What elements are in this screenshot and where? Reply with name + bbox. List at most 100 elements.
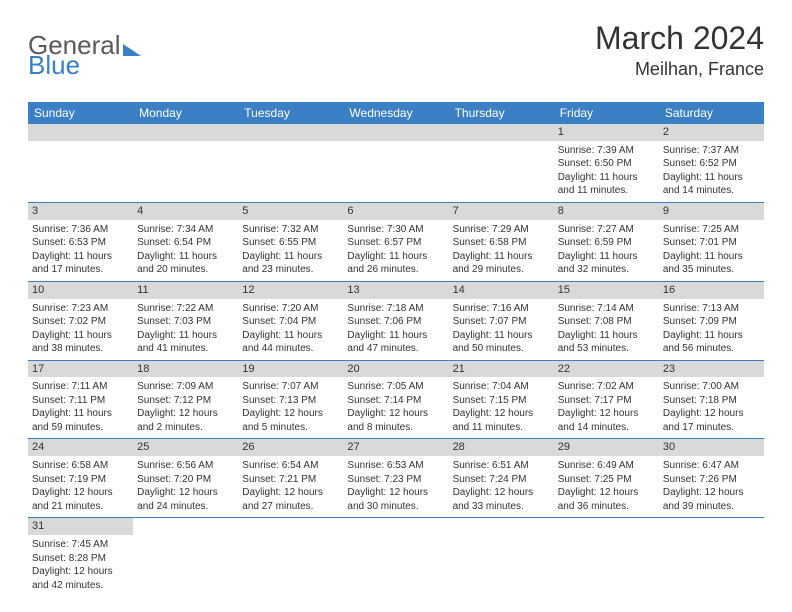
day-number-strip [133, 124, 238, 141]
detail-line: and 47 minutes. [347, 342, 444, 356]
detail-line: Daylight: 11 hours [558, 329, 655, 343]
detail-line: Daylight: 12 hours [558, 486, 655, 500]
day-details: Sunrise: 7:45 AMSunset: 8:28 PMDaylight:… [32, 537, 129, 592]
calendar-day: 21Sunrise: 7:04 AMSunset: 7:15 PMDayligh… [449, 360, 554, 439]
day-number: 7 [449, 203, 554, 220]
detail-line: Daylight: 11 hours [558, 250, 655, 264]
day-number: 24 [28, 439, 133, 456]
day-number: 18 [133, 361, 238, 378]
detail-line: Sunrise: 7:39 AM [558, 144, 655, 158]
calendar-day: 18Sunrise: 7:09 AMSunset: 7:12 PMDayligh… [133, 360, 238, 439]
detail-line: and 24 minutes. [137, 500, 234, 514]
detail-line: Daylight: 12 hours [453, 407, 550, 421]
detail-line: Daylight: 11 hours [558, 171, 655, 185]
detail-line: Daylight: 11 hours [137, 329, 234, 343]
detail-line: Daylight: 12 hours [663, 486, 760, 500]
calendar-day: 23Sunrise: 7:00 AMSunset: 7:18 PMDayligh… [659, 360, 764, 439]
detail-line: Sunrise: 7:13 AM [663, 302, 760, 316]
day-details: Sunrise: 7:32 AMSunset: 6:55 PMDaylight:… [242, 222, 339, 277]
detail-line: Daylight: 12 hours [32, 565, 129, 579]
calendar-day: 26Sunrise: 6:54 AMSunset: 7:21 PMDayligh… [238, 439, 343, 518]
detail-line: Sunrise: 7:00 AM [663, 380, 760, 394]
day-number: 31 [28, 518, 133, 535]
detail-line: Daylight: 12 hours [32, 486, 129, 500]
calendar-empty [659, 518, 764, 596]
day-number: 28 [449, 439, 554, 456]
day-details: Sunrise: 6:56 AMSunset: 7:20 PMDaylight:… [137, 458, 234, 513]
detail-line: Sunset: 7:25 PM [558, 473, 655, 487]
detail-line: Sunrise: 7:34 AM [137, 223, 234, 237]
detail-line: Sunrise: 6:53 AM [347, 459, 444, 473]
calendar-grid: SundayMondayTuesdayWednesdayThursdayFrid… [28, 102, 764, 596]
detail-line: Daylight: 12 hours [137, 407, 234, 421]
detail-line: and 44 minutes. [242, 342, 339, 356]
calendar-day: 28Sunrise: 6:51 AMSunset: 7:24 PMDayligh… [449, 439, 554, 518]
day-details: Sunrise: 7:02 AMSunset: 7:17 PMDaylight:… [558, 379, 655, 434]
detail-line: Sunset: 7:13 PM [242, 394, 339, 408]
calendar-day: 17Sunrise: 7:11 AMSunset: 7:11 PMDayligh… [28, 360, 133, 439]
calendar-empty [449, 518, 554, 596]
detail-line: and 38 minutes. [32, 342, 129, 356]
detail-line: Sunrise: 7:09 AM [137, 380, 234, 394]
detail-line: Daylight: 12 hours [347, 407, 444, 421]
day-details: Sunrise: 7:37 AMSunset: 6:52 PMDaylight:… [663, 143, 760, 198]
detail-line: Daylight: 11 hours [663, 250, 760, 264]
calendar-day: 5Sunrise: 7:32 AMSunset: 6:55 PMDaylight… [238, 202, 343, 281]
calendar-empty [343, 124, 448, 202]
detail-line: Sunset: 7:17 PM [558, 394, 655, 408]
calendar-day: 24Sunrise: 6:58 AMSunset: 7:19 PMDayligh… [28, 439, 133, 518]
detail-line: Daylight: 12 hours [347, 486, 444, 500]
detail-line: Sunrise: 6:51 AM [453, 459, 550, 473]
day-number-strip [238, 124, 343, 141]
detail-line: and 35 minutes. [663, 263, 760, 277]
day-number: 4 [133, 203, 238, 220]
day-number: 19 [238, 361, 343, 378]
detail-line: Sunset: 7:06 PM [347, 315, 444, 329]
day-number: 1 [554, 124, 659, 141]
day-details: Sunrise: 6:54 AMSunset: 7:21 PMDaylight:… [242, 458, 339, 513]
calendar-day: 22Sunrise: 7:02 AMSunset: 7:17 PMDayligh… [554, 360, 659, 439]
day-number: 27 [343, 439, 448, 456]
day-number-strip [449, 124, 554, 141]
detail-line: Sunrise: 7:22 AM [137, 302, 234, 316]
calendar-week: 10Sunrise: 7:23 AMSunset: 7:02 PMDayligh… [28, 281, 764, 360]
detail-line: Sunset: 6:52 PM [663, 157, 760, 171]
day-number: 21 [449, 361, 554, 378]
day-number: 30 [659, 439, 764, 456]
detail-line: Sunrise: 7:25 AM [663, 223, 760, 237]
calendar-week: 17Sunrise: 7:11 AMSunset: 7:11 PMDayligh… [28, 360, 764, 439]
detail-line: Daylight: 12 hours [137, 486, 234, 500]
calendar-day: 2Sunrise: 7:37 AMSunset: 6:52 PMDaylight… [659, 124, 764, 202]
detail-line: and 5 minutes. [242, 421, 339, 435]
detail-line: Sunset: 7:01 PM [663, 236, 760, 250]
calendar-day: 4Sunrise: 7:34 AMSunset: 6:54 PMDaylight… [133, 202, 238, 281]
day-details: Sunrise: 7:07 AMSunset: 7:13 PMDaylight:… [242, 379, 339, 434]
detail-line: Sunset: 7:26 PM [663, 473, 760, 487]
day-details: Sunrise: 7:16 AMSunset: 7:07 PMDaylight:… [453, 301, 550, 356]
detail-line: Sunset: 7:15 PM [453, 394, 550, 408]
detail-line: Sunrise: 6:47 AM [663, 459, 760, 473]
detail-line: Sunrise: 7:18 AM [347, 302, 444, 316]
detail-line: Daylight: 12 hours [663, 407, 760, 421]
detail-line: Sunset: 6:57 PM [347, 236, 444, 250]
detail-line: and 8 minutes. [347, 421, 444, 435]
calendar-empty [449, 124, 554, 202]
day-details: Sunrise: 7:30 AMSunset: 6:57 PMDaylight:… [347, 222, 444, 277]
detail-line: Sunset: 7:18 PM [663, 394, 760, 408]
calendar-day: 11Sunrise: 7:22 AMSunset: 7:03 PMDayligh… [133, 281, 238, 360]
detail-line: Sunset: 7:11 PM [32, 394, 129, 408]
calendar-day: 12Sunrise: 7:20 AMSunset: 7:04 PMDayligh… [238, 281, 343, 360]
day-details: Sunrise: 7:23 AMSunset: 7:02 PMDaylight:… [32, 301, 129, 356]
detail-line: and 29 minutes. [453, 263, 550, 277]
calendar-day: 13Sunrise: 7:18 AMSunset: 7:06 PMDayligh… [343, 281, 448, 360]
detail-line: Sunrise: 7:32 AM [242, 223, 339, 237]
detail-line: Sunrise: 7:14 AM [558, 302, 655, 316]
day-number: 20 [343, 361, 448, 378]
detail-line: Sunrise: 7:29 AM [453, 223, 550, 237]
day-number: 13 [343, 282, 448, 299]
day-number: 14 [449, 282, 554, 299]
detail-line: Sunrise: 6:58 AM [32, 459, 129, 473]
detail-line: Daylight: 11 hours [347, 250, 444, 264]
day-number: 25 [133, 439, 238, 456]
detail-line: and 26 minutes. [347, 263, 444, 277]
